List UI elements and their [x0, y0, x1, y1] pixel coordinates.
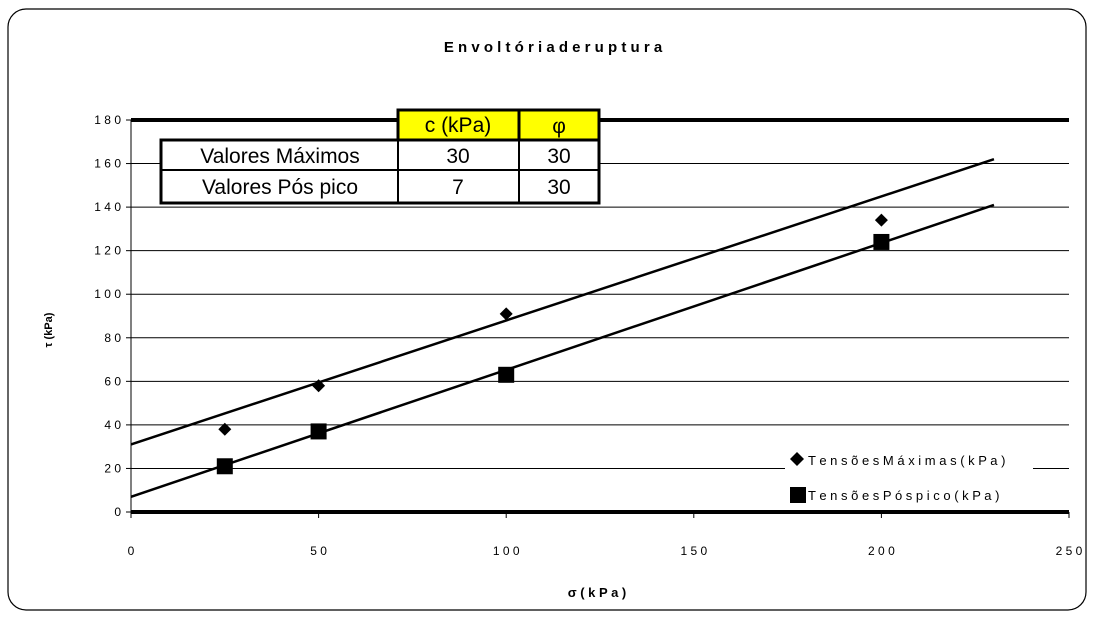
x-tick-label: 2 0 0	[868, 544, 895, 558]
y-tick-label: 1 0 0	[94, 287, 121, 301]
y-tick-label: 4 0	[104, 418, 121, 432]
chart-title: E n v o l t ó r i a d e r u p t u r a	[444, 39, 663, 56]
table-row-2-phi: 30	[547, 176, 570, 199]
y-tick-label: 1 6 0	[94, 157, 121, 171]
x-tick-label: 1 0 0	[493, 544, 520, 558]
legend-square-icon	[790, 487, 806, 503]
trendline-max	[130, 158, 995, 446]
point-post-peak	[498, 366, 515, 383]
y-tick-label: 1 4 0	[94, 200, 121, 214]
y-tick-label: 2 0	[104, 461, 121, 475]
point-max	[499, 307, 513, 321]
y-tick-labels: 0 2 0 4 0 6 0 8 0 1 0 0 1 2 0 1 4 0 1 6 0 1 8 0	[94, 113, 121, 519]
table-header-c	[396, 108, 521, 142]
point-post-peak	[216, 458, 233, 475]
table-row-2-c: 7	[452, 176, 464, 199]
x-tick-label: 5 0	[310, 544, 327, 558]
table-row-2-label: Valores Pós pico	[202, 176, 358, 199]
table-row-1-phi: 30	[547, 145, 570, 168]
legend-label-max: T e n s õ e s M á x i m a s ( k P a )	[808, 453, 1005, 468]
table-header-phi-label: φ	[552, 115, 566, 138]
trend-lines	[130, 158, 995, 498]
x-tick-labels: 0 5 0 1 0 0 1 5 0 2 0 0 2 5 0	[128, 544, 1083, 558]
table-row-1-c: 30	[446, 145, 469, 168]
x-tick-label: 1 5 0	[680, 544, 707, 558]
point-max	[218, 422, 232, 436]
x-tick-label: 0	[128, 544, 135, 558]
x-tick-label: 2 5 0	[1056, 544, 1083, 558]
legend-diamond-icon	[790, 452, 804, 466]
point-max	[874, 213, 888, 227]
x-axis-label: σ ( k P a )	[568, 585, 627, 600]
chart-border	[7, 8, 1087, 611]
legend-box	[785, 447, 1033, 507]
y-tick-label: 6 0	[104, 374, 121, 388]
table-body	[159, 138, 601, 205]
y-tick-label: 1 8 0	[94, 113, 121, 127]
legend-label-post: T e n s õ e s P ó s p i c o ( k P a )	[808, 488, 999, 503]
trendline-post-peak	[130, 203, 995, 498]
axes	[126, 119, 1070, 518]
y-tick-label: 1 2 0	[94, 244, 121, 258]
parameter-table: c (kPa) φ Valores Máximos 30 30 Valores …	[159, 108, 601, 205]
y-tick-label: 8 0	[104, 331, 121, 345]
table-row-1-label: Valores Máximos	[200, 145, 360, 168]
data-markers	[216, 213, 890, 475]
point-post-peak	[873, 233, 890, 250]
y-axis-label: τ (kPa)	[43, 312, 55, 347]
y-tick-label: 0	[114, 505, 121, 519]
legend: T e n s õ e s M á x i m a s ( k P a ) T …	[785, 447, 1033, 507]
point-post-peak	[310, 423, 327, 440]
point-max	[312, 379, 326, 393]
table-header-phi	[517, 108, 601, 142]
table-header-c-label: c (kPa)	[425, 114, 492, 137]
